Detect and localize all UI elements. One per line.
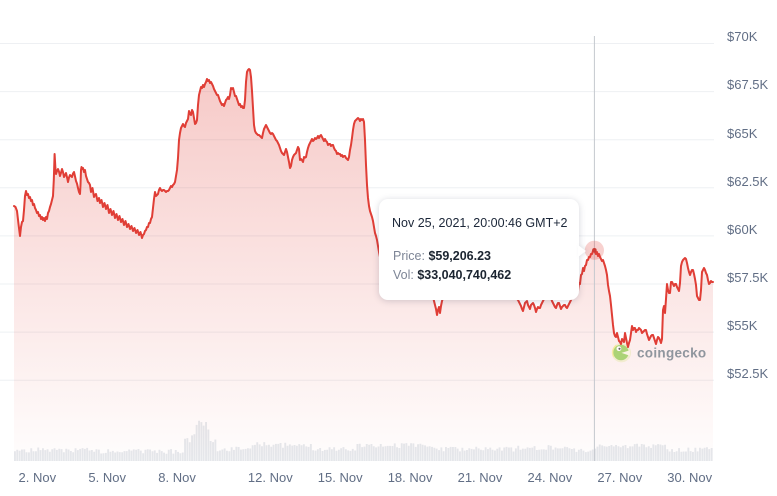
svg-text:coingecko: coingecko	[637, 346, 706, 361]
